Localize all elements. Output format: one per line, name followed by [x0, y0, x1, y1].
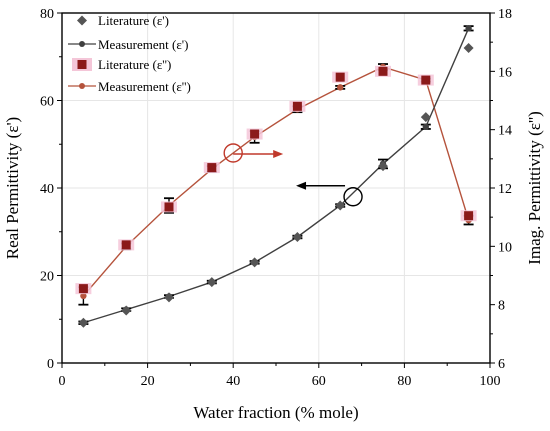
data-point: [121, 305, 132, 316]
series-0: [78, 43, 474, 328]
legend-marker-circle-red: [79, 83, 85, 89]
x-tick-label: 0: [59, 374, 66, 389]
legend: Literature (ε') Measurement (ε') Literat…: [68, 13, 191, 94]
right-tick-label: 16: [498, 65, 512, 80]
legend-item-literature-imag: Literature (ε''): [72, 57, 171, 72]
x-tick-label: 40: [226, 374, 240, 389]
right-tick-label: 14: [498, 124, 512, 139]
right-tick-label: 8: [498, 299, 505, 314]
data-point: [78, 284, 88, 294]
annotation-axis-indicator: [296, 181, 363, 207]
x-axis-title: Water fraction (% mole): [193, 403, 358, 422]
left-tick-label: 0: [47, 357, 54, 372]
series-3: [78, 63, 474, 306]
data-point: [422, 123, 429, 130]
left-tick-label: 20: [40, 270, 54, 285]
x-tick-label: 20: [141, 374, 155, 389]
right-axis-title: Imag. Permittivity (ε''): [525, 111, 544, 265]
data-point: [78, 317, 89, 328]
data-point: [80, 292, 87, 300]
grid: [62, 13, 490, 363]
legend-item-literature-real: Literature (ε'): [77, 13, 169, 28]
legend-label-literature-real: Literature (ε'): [98, 13, 169, 28]
annotations: [223, 143, 363, 207]
data-point: [292, 101, 302, 111]
data-point: [378, 66, 388, 76]
data-point: [378, 161, 388, 172]
data-point: [465, 25, 472, 32]
indicator-circle: [343, 187, 363, 207]
series-2: [75, 65, 477, 295]
legend-item-measurement-imag: Measurement (ε''): [68, 79, 191, 94]
legend-label-measurement-imag: Measurement (ε''): [98, 79, 191, 94]
indicator-circle: [223, 143, 243, 163]
indicator-arrow-head: [273, 150, 284, 158]
legend-marker-square: [77, 60, 87, 69]
x-tick-label: 60: [312, 374, 326, 389]
annotation-axis-indicator: [223, 143, 284, 163]
axis-ticks: 0 20 40 60 80 100 0 20 40 60 80 6 8 10 12 14 16 18: [40, 7, 512, 389]
data-point: [121, 240, 131, 250]
data-point: [464, 211, 474, 221]
x-tick-label: 80: [397, 374, 411, 389]
data-point: [164, 292, 174, 303]
data-point: [164, 202, 174, 212]
data-point: [206, 277, 217, 288]
data-point: [337, 84, 344, 91]
data-series: [75, 25, 477, 328]
legend-label-measurement-real: Measurement (ε'): [98, 37, 188, 52]
left-axis-title: Real Permittivity (ε'): [3, 117, 22, 259]
right-tick-label: 6: [498, 357, 505, 372]
data-point: [421, 75, 431, 85]
left-tick-label: 80: [40, 7, 54, 22]
right-tick-label: 12: [498, 182, 512, 197]
right-tick-label: 18: [498, 7, 512, 22]
data-point: [250, 129, 260, 139]
series-line: [83, 28, 470, 324]
data-point: [292, 232, 303, 242]
data-point: [249, 257, 260, 268]
left-tick-label: 60: [40, 95, 54, 110]
indicator-arrow-head: [296, 181, 307, 190]
series-line: [82, 66, 470, 297]
data-point: [207, 163, 217, 173]
legend-label-literature-imag: Literature (ε''): [98, 57, 171, 72]
right-tick-label: 10: [498, 240, 512, 255]
x-tick-label: 100: [480, 374, 501, 389]
legend-marker-diamond: [77, 15, 87, 26]
legend-marker-circle: [79, 41, 85, 47]
legend-item-measurement-real: Measurement (ε'): [68, 37, 188, 52]
data-point: [463, 43, 474, 53]
data-point: [420, 112, 431, 123]
left-tick-label: 40: [40, 182, 54, 197]
data-point: [335, 72, 345, 82]
data-point: [335, 200, 346, 211]
